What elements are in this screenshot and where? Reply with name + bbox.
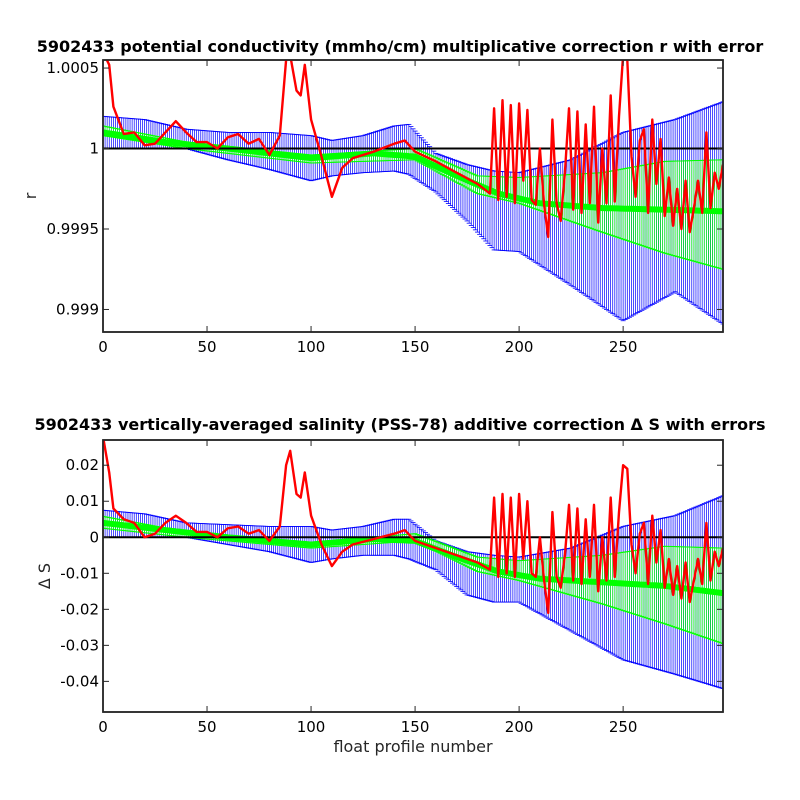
y-tick-label: -0.04 — [60, 672, 99, 690]
y-tick-label: 0.9995 — [47, 220, 100, 238]
y-axis-label: r — [21, 192, 40, 199]
y-tick-label: 0.02 — [66, 456, 99, 474]
y-tick-label: -0.01 — [60, 564, 99, 582]
fit-line — [103, 129, 723, 215]
raw-series-line — [103, 440, 723, 615]
plot-area — [102, 439, 724, 713]
x-tick-label: 0 — [98, 718, 108, 736]
clipped-marks — [103, 60, 723, 325]
y-axis: -0.04 -0.03 -0.02 -0.01 0 0.01 0.02 — [60, 456, 723, 690]
clipped-marks — [103, 440, 723, 689]
y-axis: 0.999 0.9995 1 1.0005 — [47, 59, 723, 318]
plot-marks — [102, 59, 724, 333]
y-tick-label: -0.02 — [60, 600, 99, 618]
x-tick-label: 200 — [505, 338, 534, 356]
y-tick-label: 0.01 — [66, 492, 99, 510]
x-tick-label: 0 — [98, 338, 108, 356]
axes-frame — [102, 439, 724, 713]
y-tick-label: 0 — [89, 528, 99, 546]
chart-title: 5902433 vertically-averaged salinity (PS… — [35, 415, 766, 434]
plot-marks — [102, 439, 724, 713]
y-tick-label: -0.03 — [60, 636, 99, 654]
x-axis: 0 50 100 150 200 250 — [98, 440, 637, 736]
x-tick-label: 200 — [505, 718, 534, 736]
x-tick-label: 250 — [609, 718, 638, 736]
y-tick-label: 0.999 — [56, 300, 99, 318]
x-tick-label: 250 — [609, 338, 638, 356]
raw-series-line — [105, 60, 723, 239]
x-axis: 0 50 100 150 200 250 — [98, 60, 637, 356]
chart-title: 5902433 potential conductivity (mmho/cm)… — [37, 37, 764, 56]
x-axis-label: float profile number — [333, 737, 493, 756]
y-tick-label: 1 — [89, 140, 99, 158]
x-tick-label: 100 — [297, 718, 326, 736]
y-tick-label: 1.0005 — [47, 59, 100, 77]
conductivity-correction-panel: 5902433 potential conductivity (mmho/cm)… — [21, 37, 763, 356]
x-tick-label: 150 — [401, 718, 430, 736]
salinity-correction-panel: 5902433 vertically-averaged salinity (PS… — [35, 415, 766, 756]
x-tick-label: 50 — [197, 338, 216, 356]
x-tick-label: 50 — [197, 718, 216, 736]
fit-line — [103, 519, 723, 597]
x-tick-label: 100 — [297, 338, 326, 356]
y-axis-label: Δ S — [35, 563, 54, 589]
axes-frame — [102, 59, 724, 333]
x-tick-label: 150 — [401, 338, 430, 356]
